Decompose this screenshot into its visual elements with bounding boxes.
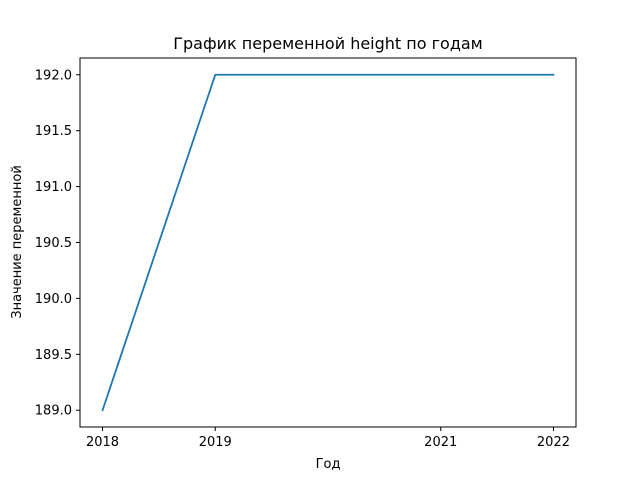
series-line xyxy=(101,73,555,412)
y-axis: 189.0 189.5 190.0 190.5 191.0 191.5 192.0 xyxy=(35,68,80,419)
plot-frame xyxy=(79,57,577,428)
y-tick-label: 189.5 xyxy=(35,348,72,363)
x-axis: 2018 2019 2021 2022 xyxy=(86,427,570,450)
x-tick-label: 2019 xyxy=(199,435,232,450)
chart-title: График переменной height по годам xyxy=(173,34,483,53)
y-tick-label: 192.0 xyxy=(35,68,72,83)
x-axis-label: Год xyxy=(316,457,341,472)
y-tick-label: 190.0 xyxy=(35,292,72,307)
y-axis-label: Значение переменной xyxy=(10,165,25,319)
y-tick-label: 191.5 xyxy=(35,124,72,139)
series-layer xyxy=(101,73,555,412)
y-tick-label: 189.0 xyxy=(35,404,72,419)
x-tick-label: 2021 xyxy=(424,435,457,450)
x-tick-label: 2018 xyxy=(86,435,119,450)
plot-area xyxy=(79,57,577,428)
y-tick-label: 191.0 xyxy=(35,180,72,195)
x-tick-label: 2022 xyxy=(537,435,570,450)
y-tick-label: 190.5 xyxy=(35,236,72,251)
